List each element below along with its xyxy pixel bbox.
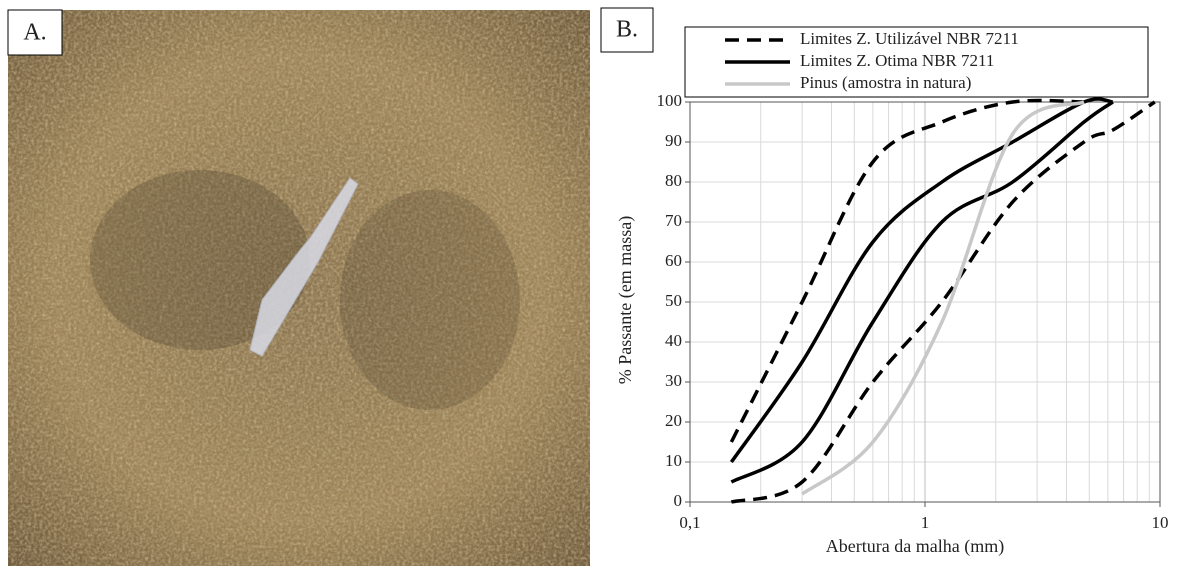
y-tick-label: 0 <box>674 491 683 510</box>
y-tick-label: 60 <box>665 251 682 270</box>
y-axis-title: % Passante (em massa) <box>615 216 636 384</box>
y-tick-label: 90 <box>665 131 682 150</box>
y-tick-label: 30 <box>665 371 682 390</box>
legend-label: Pinus (amostra in natura) <box>800 73 971 92</box>
y-tick-label: 100 <box>657 91 683 110</box>
panel-label-box <box>7 9 63 56</box>
data-line <box>801 100 1085 496</box>
y-tick-label: 20 <box>665 411 682 430</box>
photo <box>8 10 590 566</box>
x-tick-label: 10 <box>1152 513 1169 532</box>
data-line <box>729 97 1114 464</box>
y-tick-label: 10 <box>665 451 682 470</box>
data-line <box>729 98 1085 443</box>
panel-label: A. <box>23 20 46 46</box>
legend-label: Limites Z. Otima NBR 7211 <box>800 51 994 70</box>
x-tick-label: 1 <box>921 513 930 532</box>
y-tick-label: 40 <box>665 331 682 350</box>
y-tick-label: 80 <box>665 171 682 190</box>
data-line <box>730 100 1114 484</box>
x-axis-title: Abertura da malha (mm) <box>826 536 1004 557</box>
y-tick-label: 50 <box>665 291 682 310</box>
plot-frame <box>689 101 1161 503</box>
y-tick-label: 70 <box>665 211 682 230</box>
panel-label: B. <box>616 17 638 43</box>
x-tick-label: 0,1 <box>679 513 700 532</box>
legend-label: Limites Z. Utilizável NBR 7211 <box>800 29 1019 48</box>
panel-label-box <box>600 7 654 53</box>
